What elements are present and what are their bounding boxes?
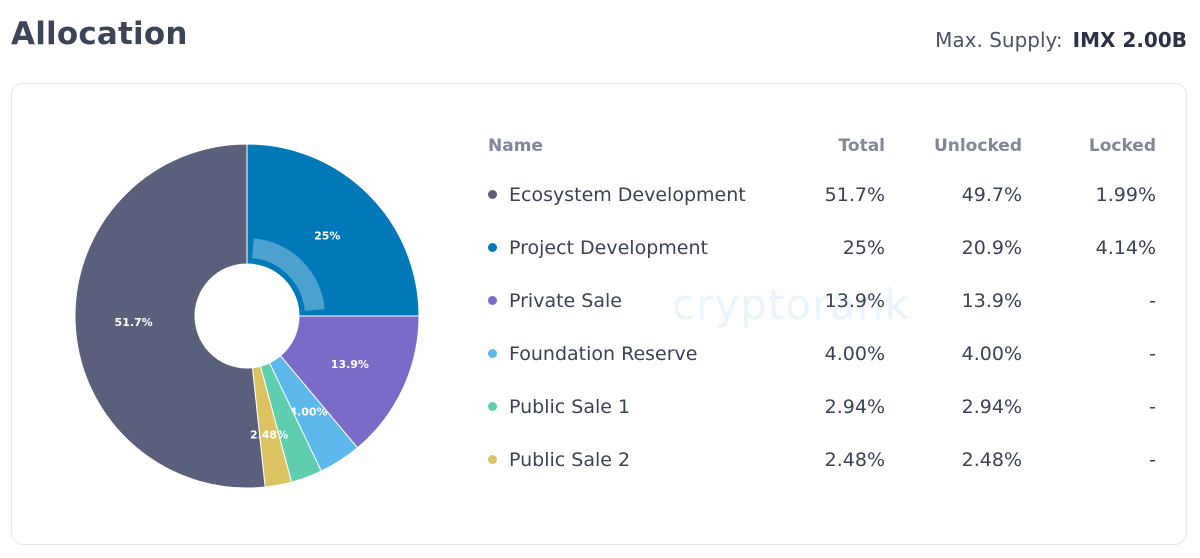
donut-slice[interactable] [279, 315, 420, 449]
table-row[interactable]: Project Development 25% 20.9% 4.14% [486, 221, 1156, 274]
row-unlocked: 13.9% [961, 289, 1022, 312]
slice-data-label: 4.00% [289, 405, 327, 418]
allocation-card: 51.7% 25% 13.9% 4.00% 2.48% cryptorank Name … [11, 83, 1187, 545]
legend-dot [488, 242, 497, 252]
row-name: Public Sale 2 [486, 433, 785, 486]
legend-dot [488, 295, 497, 305]
row-locked: 4.14% [1095, 236, 1156, 259]
row-locked: - [1149, 395, 1156, 418]
row-name: Public Sale 1 [486, 380, 785, 433]
donut-slice[interactable] [246, 143, 420, 317]
row-name-label: Ecosystem Development [509, 183, 746, 206]
slice-data-label: 13.9% [331, 358, 369, 371]
legend-dot [488, 348, 497, 358]
table-row[interactable]: Public Sale 1 2.94% 2.94% - [486, 380, 1156, 433]
row-name: Foundation Reserve [486, 327, 785, 380]
slice-data-label: 2.48% [250, 428, 288, 441]
row-unlocked: 2.94% [961, 395, 1022, 418]
row-name: Ecosystem Development [486, 168, 785, 221]
legend-dot [488, 401, 497, 411]
row-name: Private Sale [486, 274, 785, 327]
row-total: 25% [842, 236, 885, 259]
row-total: 4.00% [824, 342, 885, 365]
row-locked: - [1149, 448, 1156, 471]
header-unlocked[interactable]: Unlocked [933, 136, 1022, 156]
table-row[interactable]: Ecosystem Development 51.7% 49.7% 1.99% [486, 168, 1156, 221]
row-locked: - [1149, 342, 1156, 365]
donut-hover-ring [251, 238, 325, 312]
row-name-label: Public Sale 2 [509, 448, 631, 471]
table-row[interactable]: Foundation Reserve 4.00% 4.00% - [486, 327, 1156, 380]
table-row[interactable]: Private Sale 13.9% 13.9% - [486, 274, 1156, 327]
max-supply-label: Max. Supply: [935, 28, 1063, 52]
row-name-label: Public Sale 1 [509, 395, 631, 418]
table-row[interactable]: Public Sale 2 2.48% 2.48% - [486, 433, 1156, 486]
row-total: 51.7% [824, 183, 885, 206]
row-unlocked: 49.7% [961, 183, 1022, 206]
row-unlocked: 4.00% [961, 342, 1022, 365]
header-locked[interactable]: Locked [1088, 136, 1156, 156]
header-total[interactable]: Total [838, 136, 885, 156]
page-title: Allocation [11, 16, 188, 52]
row-name-label: Project Development [509, 236, 708, 259]
max-supply: Max. Supply: IMX 2.00B [935, 28, 1187, 52]
legend-dot [488, 454, 497, 464]
max-supply-value: IMX 2.00B [1072, 28, 1187, 52]
allocation-table: Name Total Unlocked Locked Ecosystem Dev… [486, 124, 1156, 486]
slice-data-label: 25% [314, 230, 340, 243]
row-name: Project Development [486, 221, 785, 274]
row-name-label: Foundation Reserve [509, 342, 698, 365]
legend-dot [488, 189, 497, 199]
row-unlocked: 20.9% [961, 236, 1022, 259]
header-name[interactable]: Name [488, 136, 543, 156]
table-header-row: Name Total Unlocked Locked [486, 124, 1156, 168]
row-name-label: Private Sale [509, 289, 622, 312]
row-total: 13.9% [824, 289, 885, 312]
row-total: 2.94% [824, 395, 885, 418]
row-unlocked: 2.48% [961, 448, 1022, 471]
row-locked: - [1149, 289, 1156, 312]
row-total: 2.48% [824, 448, 885, 471]
donut-svg: 51.7% 25% 13.9% 4.00%2.48% [74, 143, 420, 489]
allocation-donut-chart: 51.7% 25% 13.9% 4.00% 2.48% [72, 141, 422, 491]
donut-slice[interactable] [74, 143, 266, 489]
donut-slice[interactable] [251, 365, 293, 488]
row-locked: 1.99% [1095, 183, 1156, 206]
slice-data-label: 51.7% [115, 316, 153, 329]
